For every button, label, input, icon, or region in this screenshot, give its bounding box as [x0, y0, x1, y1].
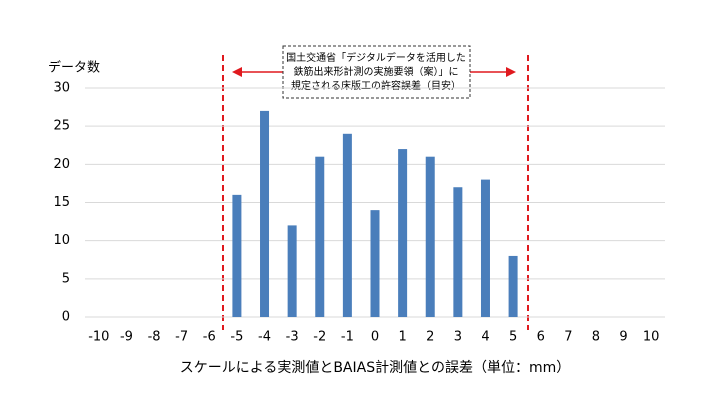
- arrow-head: [232, 67, 242, 77]
- bar: [453, 187, 463, 317]
- arrow-head: [506, 67, 516, 77]
- x-tick-label: -10: [88, 330, 109, 345]
- y-tick-label: 25: [53, 119, 70, 134]
- bar: [480, 179, 490, 317]
- bar: [260, 110, 270, 318]
- x-tick-label: 5: [509, 330, 517, 345]
- y-tick-label: 5: [62, 271, 70, 286]
- x-tick-label: 3: [454, 330, 462, 345]
- y-axis-title: データ数: [48, 60, 100, 76]
- y-tick-label: 20: [53, 157, 70, 172]
- x-tick-label: 4: [481, 330, 489, 345]
- bar: [315, 156, 325, 317]
- x-tick-label: -8: [148, 330, 161, 345]
- x-tick-label: 7: [564, 330, 572, 345]
- y-tick-label: 30: [53, 81, 70, 96]
- annotation-text: 規定される床版工の許容誤差（目安）: [291, 79, 461, 92]
- x-tick-label: -2: [313, 330, 326, 345]
- bar: [370, 210, 380, 317]
- x-tick-label: -1: [341, 330, 354, 345]
- x-tick-label: 2: [426, 330, 434, 345]
- x-tick-label: -7: [175, 330, 188, 345]
- y-tick-label: 10: [53, 233, 70, 248]
- x-tick-label: 10: [643, 330, 660, 345]
- x-axis-title: スケールによる実測値とBAIAS計測値との誤差（単位：mm）: [180, 360, 571, 376]
- x-tick-label: -4: [258, 330, 271, 345]
- bar: [398, 149, 408, 317]
- x-tick-label: 8: [592, 330, 600, 345]
- x-tick-label: -5: [230, 330, 243, 345]
- x-tick-label: 1: [398, 330, 406, 345]
- bar: [425, 156, 435, 317]
- annotation-box: [282, 45, 471, 99]
- bar: [342, 133, 352, 317]
- bar: [287, 225, 297, 317]
- x-tick-label: 0: [371, 330, 379, 345]
- x-tick-label: -9: [120, 330, 133, 345]
- x-tick-label: 6: [537, 330, 545, 345]
- annotation-text: 国土交通省「デジタルデータを活用した: [286, 51, 466, 64]
- annotation-text: 鉄筋出来形計測の実施要領（案）」に: [294, 65, 459, 78]
- x-tick-label: -6: [203, 330, 216, 345]
- y-tick-label: 15: [53, 195, 70, 210]
- y-tick-label: 0: [62, 310, 70, 325]
- bar: [232, 194, 242, 317]
- bar: [508, 255, 518, 317]
- limit-markers: [222, 45, 529, 330]
- x-tick-label: 9: [619, 330, 627, 345]
- x-tick-label: -3: [286, 330, 299, 345]
